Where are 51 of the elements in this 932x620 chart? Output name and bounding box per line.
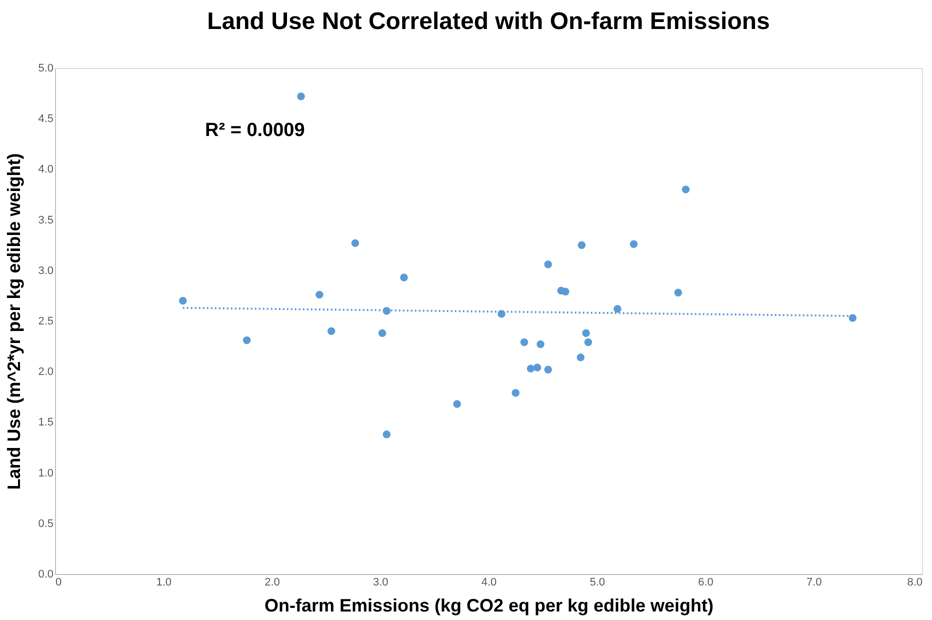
x-tick-label: 4.0 xyxy=(481,576,497,588)
point xyxy=(630,240,638,248)
y-axis-title: Land Use (m^2*yr per kg edible weight) xyxy=(4,153,24,490)
point xyxy=(382,430,390,438)
point xyxy=(400,274,408,282)
x-tick-label: 5.0 xyxy=(590,576,606,588)
point xyxy=(848,314,857,322)
y-tick-label: 1.5 xyxy=(38,416,54,429)
point xyxy=(512,388,520,397)
y-tick-label: 5.0 xyxy=(38,62,54,74)
y-tick-label: 4.0 xyxy=(38,164,54,176)
point xyxy=(327,327,336,335)
point xyxy=(242,336,251,344)
chart-title: Land Use Not Correlated with On-farm Emissions xyxy=(207,8,770,35)
point xyxy=(520,338,528,346)
y-tick-label: 0.5 xyxy=(38,518,54,530)
x-tick-label: 7.0 xyxy=(806,576,822,588)
y-tick-label: 0.0 xyxy=(38,568,54,580)
y-tick-label: 1.0 xyxy=(38,467,54,480)
point xyxy=(297,92,305,100)
y-tick-label: 3.0 xyxy=(38,264,54,277)
point xyxy=(682,186,690,194)
point xyxy=(584,338,592,346)
point xyxy=(351,239,360,247)
point xyxy=(674,288,682,297)
point xyxy=(578,241,586,249)
point xyxy=(453,400,461,408)
point xyxy=(614,304,622,313)
point xyxy=(576,354,584,362)
point xyxy=(179,296,187,305)
point xyxy=(544,366,552,374)
x-tick-label: 0 xyxy=(56,576,62,588)
x-tick-label: 3.0 xyxy=(372,576,388,588)
point xyxy=(526,364,535,372)
x-tick-label: 2.0 xyxy=(264,576,280,588)
annotation: R² = 0.0009 xyxy=(205,120,305,141)
x-tick-label: 1.0 xyxy=(156,576,172,588)
point xyxy=(316,290,324,299)
point xyxy=(582,329,590,338)
y-tick-label: 2.0 xyxy=(38,366,54,378)
point xyxy=(536,340,544,348)
point xyxy=(562,288,570,296)
y-tick-label: 3.5 xyxy=(38,214,54,226)
x-tick-label: 6.0 xyxy=(698,576,714,588)
x-tick-label: 8.0 xyxy=(907,576,922,588)
y-tick-label: 2.5 xyxy=(38,316,54,328)
x-axis-title: On-farm Emissions (kg CO2 eq per kg edible weight) xyxy=(264,596,714,616)
y-tick-label: 4.5 xyxy=(38,113,54,126)
point xyxy=(378,329,386,338)
point xyxy=(544,260,552,268)
point xyxy=(533,364,542,372)
